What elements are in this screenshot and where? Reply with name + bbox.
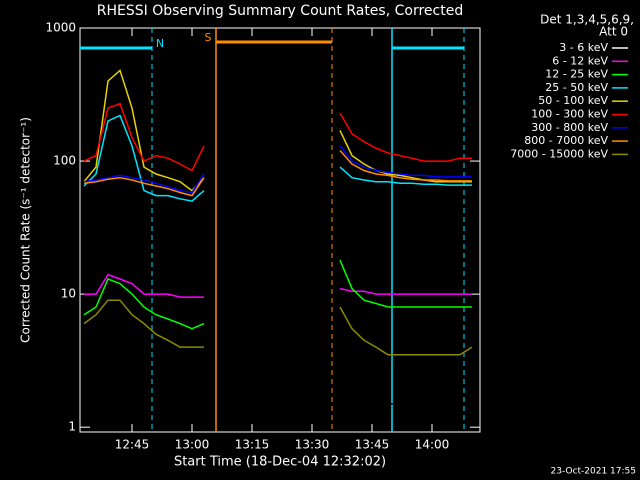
legend-label: 3 - 6 keV xyxy=(559,41,608,54)
series-line xyxy=(83,293,472,413)
footer-date: 23-Oct-2021 17:55 xyxy=(551,467,636,477)
x-tick-label: 12:45 xyxy=(115,438,150,452)
legend-label: 6 - 12 keV xyxy=(552,54,608,67)
series-line xyxy=(83,114,472,202)
y-tick-label: 1 xyxy=(68,420,76,434)
legend-header: Det 1,3,4,5,6,9, xyxy=(540,13,634,27)
legend-label: 7000 - 15000 keV xyxy=(510,147,608,160)
series-line xyxy=(83,102,472,172)
legend-label: 800 - 7000 keV xyxy=(524,134,608,147)
series-line xyxy=(84,273,472,298)
interval-label: N xyxy=(156,37,164,50)
x-tick-label: 13:30 xyxy=(295,438,330,452)
x-axis-label: Start Time (18-Dec-04 12:32:02) xyxy=(174,455,386,470)
legend-label: 50 - 100 keV xyxy=(538,94,608,107)
plot-frame xyxy=(79,27,481,433)
y-tick-label: 10 xyxy=(61,287,76,301)
series-line xyxy=(83,69,472,192)
series-line xyxy=(83,150,472,197)
legend-label: 25 - 50 keV xyxy=(545,81,608,94)
chart-title: RHESSI Observing Summary Count Rates, Co… xyxy=(97,3,463,19)
legend-label: 100 - 300 keV xyxy=(531,108,608,121)
x-tick-label: 13:45 xyxy=(355,438,390,452)
legend-label: 12 - 25 keV xyxy=(545,68,608,81)
legend-header: Att 0 xyxy=(599,25,628,39)
y-tick-label: 1000 xyxy=(45,21,76,35)
x-tick-label: 13:15 xyxy=(235,438,270,452)
series-line xyxy=(83,299,473,356)
x-tick-label: 13:00 xyxy=(175,438,210,452)
series-line xyxy=(83,259,472,330)
interval-label: S xyxy=(205,31,212,44)
y-tick-label: 100 xyxy=(53,154,76,168)
y-axis-label: Corrected Count Rate (s⁻¹ detector⁻¹) xyxy=(19,117,33,343)
legend-label: 300 - 800 keV xyxy=(531,121,608,134)
x-tick-label: 14:00 xyxy=(415,438,450,452)
series-line xyxy=(83,145,472,194)
